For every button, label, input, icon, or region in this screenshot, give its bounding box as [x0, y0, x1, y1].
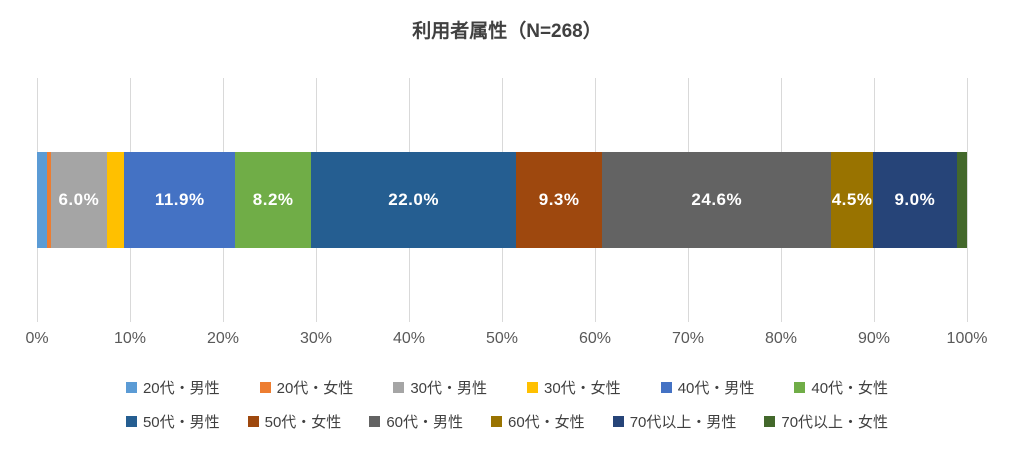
legend-label: 60代・男性 [386, 413, 463, 431]
legend-label: 30代・男性 [410, 379, 487, 397]
legend-label: 20代・女性 [276, 379, 354, 397]
chart-title: 利用者属性（N=268） [412, 21, 602, 42]
data-label: 6.0% [58, 190, 100, 209]
legend-swatch-icon [393, 381, 405, 393]
legend-item-40代・男性: 40代・男性 [660, 377, 755, 398]
legend-swatch-icon [527, 381, 538, 393]
x-tick-label-100%: 100% [946, 330, 988, 347]
legend-label: 40代・女性 [811, 379, 889, 397]
bar-segment-70代以上・女性 [956, 152, 967, 248]
legend-label: 70代以上・男性 [629, 413, 737, 431]
legend-row-1: 20代・男性 20代・女性 30代・男性 30代・女性 40代・男性 40代・女性 [0, 372, 1014, 402]
bar-segment-20代・女性 [47, 152, 51, 248]
x-tick-label-10%: 10% [113, 330, 147, 347]
bar-segment-50代・男性: 22.0% [311, 152, 516, 248]
legend-label: 50代・男性 [142, 413, 220, 431]
x-tick-label-70%: 70% [671, 330, 705, 347]
bar-segment-50代・女性: 9.3% [515, 152, 603, 248]
legend-swatch-icon [259, 381, 271, 393]
legend-label: 20代・男性 [142, 379, 220, 397]
legend-swatch-icon [660, 381, 672, 393]
data-label: 9.0% [894, 190, 936, 209]
data-label: 9.3% [538, 190, 580, 209]
legend-item-50代・男性: 50代・男性 [125, 411, 220, 432]
bar-segment-30代・男性: 6.0% [50, 152, 107, 248]
x-tick-label-80%: 80% [764, 330, 798, 347]
legend-swatch-icon [794, 381, 806, 393]
data-label: 22.0% [388, 190, 439, 209]
legend-item-20代・男性: 20代・男性 [125, 377, 220, 398]
bar-segment-20代・男性 [37, 152, 48, 248]
x-tick-label-20%: 20% [206, 330, 240, 347]
x-tick-label-90%: 90% [857, 330, 891, 347]
plot-area: 6.0% 11.9% 8.2% 22.0% 9.3% 24.6% 4.5% 9.0% [36, 78, 968, 322]
stacked-bar: 6.0% 11.9% 8.2% 22.0% 9.3% 24.6% 4.5% 9.0% [37, 152, 967, 248]
legend-label: 30代・女性 [544, 379, 621, 397]
legend-item-50代・女性: 50代・女性 [247, 411, 342, 432]
legend: 20代・男性 20代・女性 30代・男性 30代・女性 40代・男性 40代・女性 50代・… [0, 372, 1014, 440]
data-label: 4.5% [831, 190, 873, 209]
legend-swatch-icon [612, 415, 624, 427]
data-label: 8.2% [252, 190, 294, 209]
data-label: 24.6% [691, 190, 743, 209]
x-tick-label-30%: 30% [299, 330, 333, 347]
legend-swatch-icon [125, 415, 137, 427]
legend-item-60代・女性: 60代・女性 [491, 411, 585, 432]
data-label: 11.9% [154, 190, 205, 209]
legend-item-40代・女性: 40代・女性 [794, 377, 888, 398]
x-tick-label-50%: 50% [485, 330, 519, 347]
legend-swatch-icon [369, 415, 381, 427]
legend-label: 70代以上・女性 [781, 413, 889, 431]
bar-segment-60代・男性: 24.6% [602, 152, 832, 248]
x-tick-label-60%: 60% [578, 330, 612, 347]
gridline-100% [966, 78, 968, 322]
legend-item-30代・男性: 30代・男性 [393, 377, 487, 398]
legend-item-70代以上・女性: 70代以上・女性 [764, 411, 888, 432]
legend-swatch-icon [125, 381, 137, 393]
legend-label: 50代・女性 [264, 413, 342, 431]
legend-swatch-icon [491, 415, 502, 427]
legend-item-30代・女性: 30代・女性 [527, 377, 621, 398]
bar-segment-30代・女性 [106, 152, 125, 248]
x-tick-label-0%: 0% [25, 330, 49, 347]
legend-item-20代・女性: 20代・女性 [259, 377, 354, 398]
bar-segment-70代以上・男性: 9.0% [872, 152, 957, 248]
legend-item-60代・男性: 60代・男性 [369, 411, 463, 432]
x-axis: 0% 10% 20% 30% 40% 50% 60% 70% 80% 90% 100% [25, 330, 987, 352]
x-tick-label-40%: 40% [392, 330, 426, 347]
bar-segment-40代・男性: 11.9% [124, 152, 236, 248]
legend-swatch-icon [764, 415, 776, 427]
legend-swatch-icon [247, 415, 259, 427]
legend-label: 40代・男性 [677, 379, 755, 397]
bar-segment-60代・女性: 4.5% [831, 152, 873, 248]
legend-item-70代以上・男性: 70代以上・男性 [612, 411, 737, 432]
legend-label: 60代・女性 [508, 413, 585, 431]
legend-row-2: 50代・男性 50代・女性 60代・男性 60代・女性 70代以上・男性 70代以上・女性 [0, 406, 1014, 436]
bar-segment-40代・女性: 8.2% [235, 152, 312, 248]
